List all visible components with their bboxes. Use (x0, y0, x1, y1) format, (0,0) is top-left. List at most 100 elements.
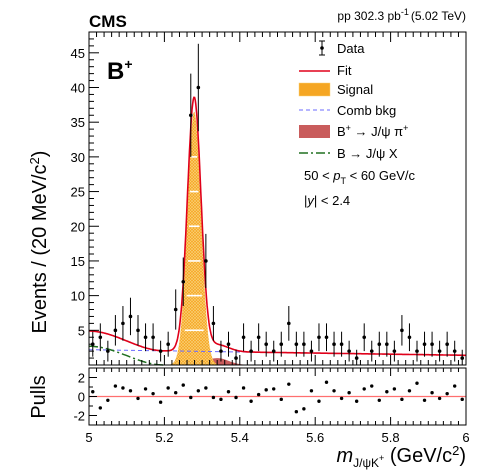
y-tick-label: 10 (71, 289, 85, 304)
data-point (121, 306, 125, 341)
data-point (113, 315, 118, 346)
pull-point (407, 389, 412, 393)
pull-point (422, 398, 427, 402)
cut-pt-prefix: 50 < (304, 168, 333, 183)
pull-point (128, 389, 133, 393)
data-point (400, 315, 404, 346)
legend-data-icon (319, 40, 325, 56)
pull-point (226, 390, 231, 394)
pull-point (339, 396, 344, 401)
data-point (445, 331, 449, 357)
pull-point (392, 387, 397, 391)
data-point (211, 306, 216, 341)
pull-point (294, 410, 299, 414)
pull-point (370, 384, 374, 388)
data-point (415, 340, 419, 362)
legend: Data Fit Signal Comb bkg B+ → J/ψ π+ B →… (298, 40, 416, 208)
data-marker (385, 342, 389, 346)
data-marker (324, 335, 329, 340)
pull-point (354, 399, 359, 403)
main-axis-layer: 5 10 15 20 25 30 35 40 45 (71, 32, 467, 365)
data-point (128, 297, 133, 336)
legend-jpsi-pi-sup1: + (346, 123, 351, 133)
data-marker (98, 335, 103, 340)
data-point (241, 323, 246, 352)
data-marker (460, 356, 465, 360)
data-marker (181, 279, 186, 284)
data-point (422, 331, 427, 357)
data-marker (309, 349, 314, 353)
pulls-axis-title: Pulls (28, 375, 50, 418)
pull-point (249, 399, 253, 403)
pull-point (158, 400, 163, 404)
data-marker (354, 356, 359, 360)
data-point (226, 331, 231, 357)
data-point (264, 331, 268, 357)
y-axis-title-end: ) (29, 151, 51, 158)
data-marker (430, 342, 434, 346)
data-point (347, 340, 351, 362)
legend-jpsi-pi-icon (299, 125, 330, 138)
legend-fit-label: Fit (337, 63, 352, 78)
pull-point (196, 389, 201, 393)
pull-point (309, 389, 314, 393)
pull-point (317, 399, 321, 403)
x-tick-label: 5.2 (155, 430, 173, 445)
x-axis-sub: J/ψK (353, 456, 379, 470)
data-marker (106, 349, 110, 353)
pull-point (181, 383, 185, 387)
pull-point (302, 407, 306, 411)
pull-point (256, 392, 261, 397)
data-point (392, 340, 397, 362)
main-fill-layer (160, 111, 278, 365)
data-marker (256, 335, 261, 340)
data-marker (166, 342, 170, 346)
main-data-layer (90, 43, 465, 365)
pull-point (91, 390, 95, 394)
data-point (136, 315, 140, 346)
x-axis-title: mJ/ψK+ (GeV/c2) (336, 443, 466, 470)
experiment-label: CMS (89, 12, 127, 31)
data-marker (271, 349, 276, 353)
y-tick-label: 20 (71, 219, 85, 234)
pull-point (272, 387, 276, 391)
pull-layer (89, 380, 466, 414)
data-marker (188, 113, 193, 118)
x-tick-label: 5 (85, 430, 92, 445)
data-marker (445, 342, 449, 346)
data-marker (377, 342, 382, 346)
data-point (407, 323, 412, 352)
legend-jpsi-pi-rest: → J/ψ π (351, 124, 403, 139)
cut-y-suffix: | < 2.4 (314, 193, 350, 208)
y-tick-label: 25 (71, 185, 85, 200)
pull-point (121, 386, 125, 390)
data-point (294, 331, 299, 357)
data-marker (422, 342, 427, 346)
fit-line (89, 96, 466, 357)
x-axis-var: m (336, 445, 353, 467)
data-point (362, 323, 367, 352)
data-marker (226, 342, 231, 346)
x-axis-end: ) (459, 445, 466, 467)
pull-point (98, 406, 103, 410)
x-tick-label: 5.6 (306, 430, 324, 445)
data-point (324, 323, 329, 352)
data-point (196, 43, 201, 132)
legend-signal-label: Signal (337, 82, 373, 97)
pull-point (437, 396, 442, 401)
x-axis-unit: (GeV/c (384, 445, 452, 467)
pull-point (234, 395, 238, 400)
pull-point (174, 391, 178, 395)
data-point (204, 233, 208, 288)
pull-point (106, 398, 110, 402)
data-point (143, 323, 148, 352)
data-marker (279, 342, 284, 346)
legend-signal-icon (298, 82, 331, 97)
data-marker (113, 328, 118, 333)
pull-y-tick-label: -2 (73, 409, 85, 424)
pull-point (332, 389, 336, 393)
legend-comb-bkg-label: Comb bkg (337, 103, 396, 118)
data-point (181, 257, 186, 307)
data-point (354, 349, 359, 365)
